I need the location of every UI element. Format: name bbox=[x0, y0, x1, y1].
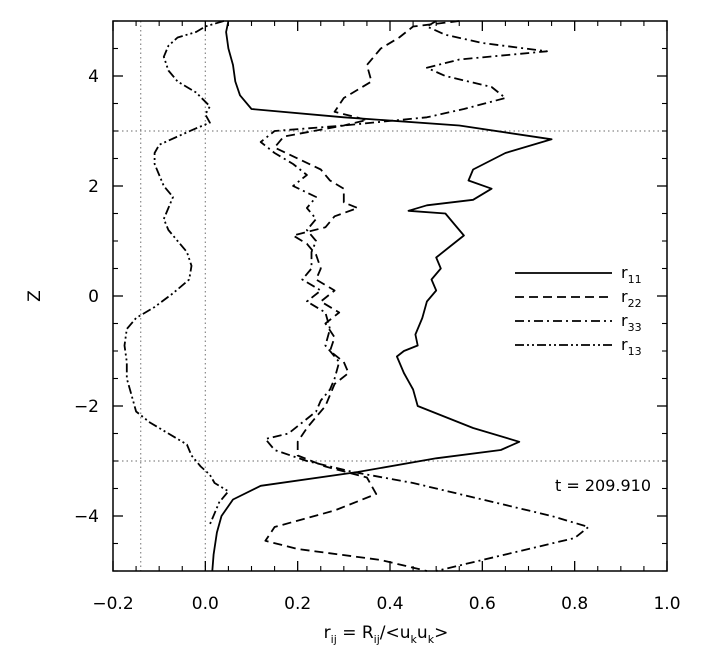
x-axis-label-mid3: u bbox=[417, 623, 428, 643]
x-tick-label: 0.6 bbox=[469, 594, 496, 614]
x-axis-label-sub1: ij bbox=[331, 633, 337, 646]
y-tick-label: −4 bbox=[74, 507, 99, 527]
legend-label-r22: r22 bbox=[621, 287, 642, 310]
legend-label-r11: r11 bbox=[621, 263, 642, 286]
x-axis-label-sub4: k bbox=[428, 633, 435, 646]
x-tick-label: 0.0 bbox=[192, 594, 219, 614]
x-tick-label: −0.2 bbox=[92, 594, 133, 614]
x-axis-label-base: r bbox=[324, 623, 331, 643]
series-line-r11 bbox=[211, 20, 553, 572]
x-axis-label: rij = Rij/<ukuk> bbox=[324, 623, 449, 646]
x-axis-label-mid2: /<u bbox=[380, 623, 411, 643]
series-line-r13 bbox=[123, 20, 230, 525]
y-tick-label: 4 bbox=[88, 67, 99, 87]
x-tick-label: 0.8 bbox=[561, 594, 588, 614]
series-line-r22 bbox=[264, 20, 460, 572]
y-tick-label: 2 bbox=[88, 177, 99, 197]
x-tick-label: 0.2 bbox=[284, 594, 311, 614]
series-line-r33 bbox=[259, 20, 590, 572]
x-tick-label: 0.4 bbox=[376, 594, 403, 614]
x-tick-label: 1.0 bbox=[653, 594, 680, 614]
y-tick-label: 0 bbox=[88, 287, 99, 307]
time-annotation: t = 209.910 bbox=[555, 476, 651, 495]
reference-lines bbox=[113, 21, 667, 571]
y-tick-label: −2 bbox=[74, 397, 99, 417]
x-axis-label-end: > bbox=[434, 623, 448, 643]
y-axis-label: Z bbox=[25, 290, 45, 302]
x-axis-label-mid: = R bbox=[337, 623, 374, 643]
ticks-layer: −0.2 0.0 0.2 0.4 0.6 0.8 1.0 −4 −2 0 2 4 bbox=[74, 20, 681, 614]
series-layer bbox=[123, 20, 590, 572]
x-axis-label-sub2: ij bbox=[374, 633, 380, 646]
x-axis-label-sub3: k bbox=[411, 633, 418, 646]
legend-label-r33: r33 bbox=[621, 311, 642, 334]
legend-label-r13: r13 bbox=[621, 335, 642, 358]
